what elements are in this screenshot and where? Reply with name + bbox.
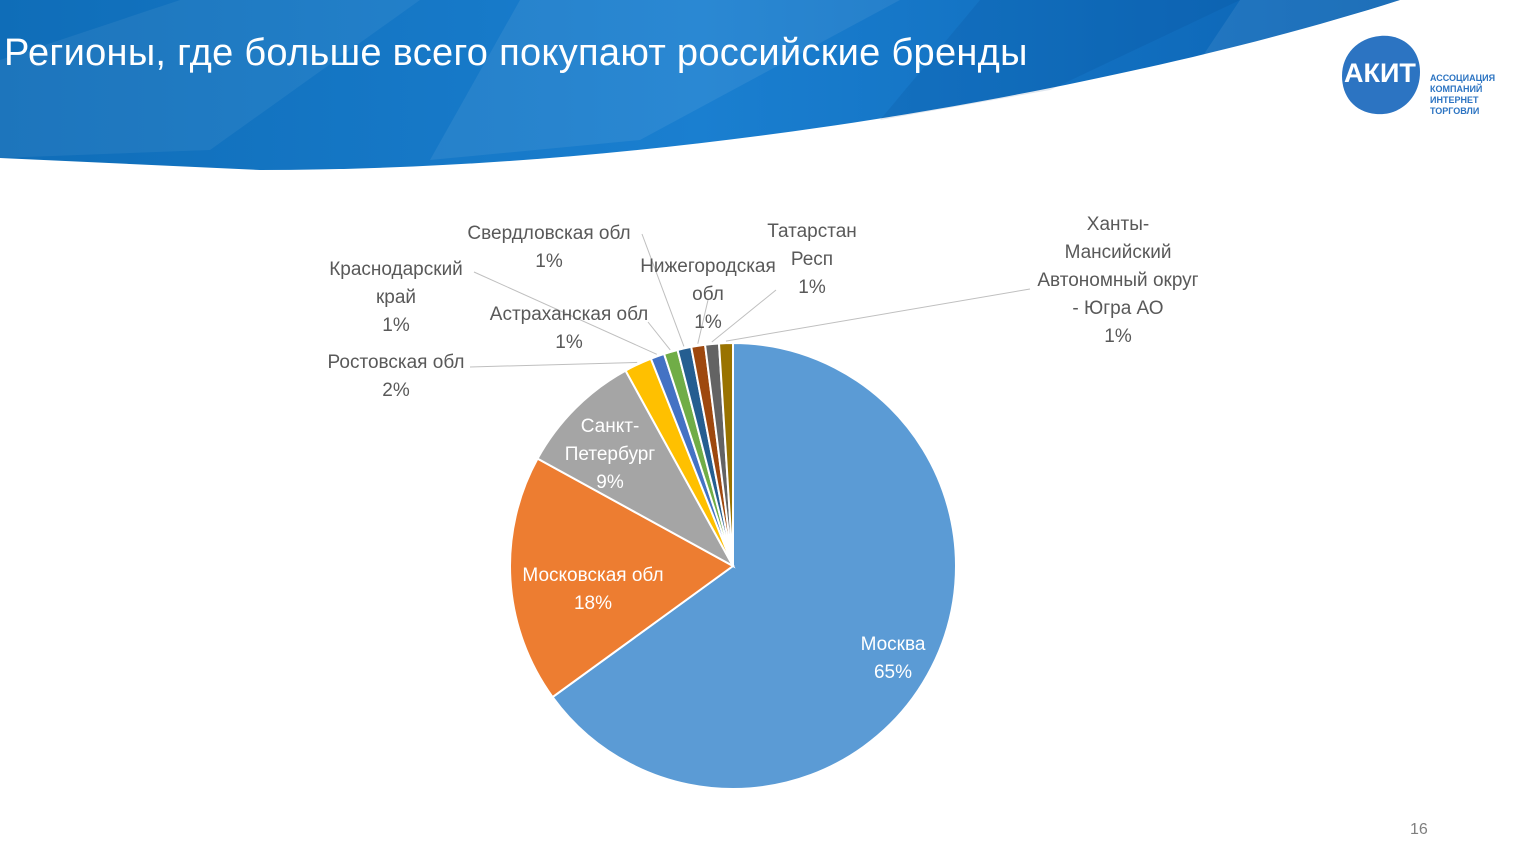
logo-mark: АКИТ [1344,58,1416,88]
slice-label-6: Астраханская обл 1% [490,304,648,353]
slice-label-7: Свердловская обл 1% [467,223,630,272]
slide-title: Регионы, где больше всего покупают росси… [4,32,1028,74]
slice-label-1: Москва 65% [861,634,926,683]
leader-line-10 [725,288,1031,342]
akit-logo: АКИТ [1340,34,1520,120]
leader-line-4 [469,361,638,368]
leader-line-8 [697,299,709,344]
logo-tagline-line-3: ИНТЕРНЕТ [1430,95,1479,105]
logo-tagline-line-2: КОМПАНИЙ [1430,84,1483,94]
slice-label-3: Санкт-Петербург 9% [565,416,656,493]
pie-slice-10 [717,341,734,567]
leader-line-9 [711,289,777,343]
leader-line-5 [473,271,657,355]
header-band [0,0,1400,170]
slice-label-4: Ростовская обл 2% [328,352,465,401]
logo-tagline-line-1: АССОЦИАЦИЯ [1430,73,1496,83]
pie-slice-1 [551,341,957,790]
leader-line-7 [641,233,685,347]
logo-tagline-line-4: ТОРГОВЛИ [1430,106,1480,116]
slice-label-2: Московская обл 18% [522,565,663,614]
pie-slice-2 [509,457,735,699]
leader-line-6 [647,321,671,351]
slice-label-5: Краснодарский край 1% [329,259,463,336]
slice-label-8: Нижегородская обл 1% [640,256,776,333]
pie-slice-3 [536,369,736,569]
slice-label-9: Татарстан Респ 1% [767,221,857,298]
slice-label-10: Ханты-Мансийский Автономный округ - Югра А… [1037,214,1198,347]
page-number: 16 [1410,821,1428,838]
